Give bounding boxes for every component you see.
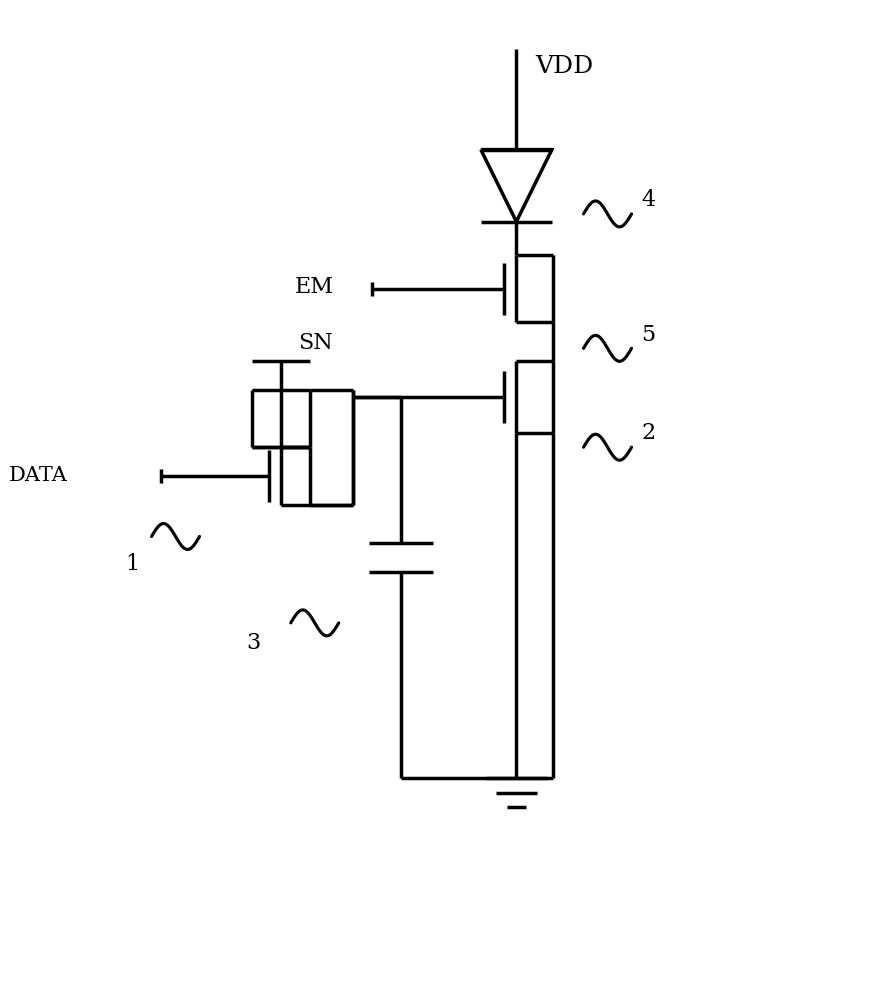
Text: 4: 4 bbox=[641, 189, 655, 211]
Text: VDD: VDD bbox=[536, 55, 594, 78]
Text: 3: 3 bbox=[246, 632, 260, 654]
Text: SN: SN bbox=[298, 332, 333, 354]
Text: DATA: DATA bbox=[9, 466, 68, 485]
Text: 5: 5 bbox=[641, 324, 655, 346]
Text: EM: EM bbox=[295, 276, 334, 298]
Text: 1: 1 bbox=[125, 553, 139, 575]
Text: 2: 2 bbox=[641, 422, 655, 444]
